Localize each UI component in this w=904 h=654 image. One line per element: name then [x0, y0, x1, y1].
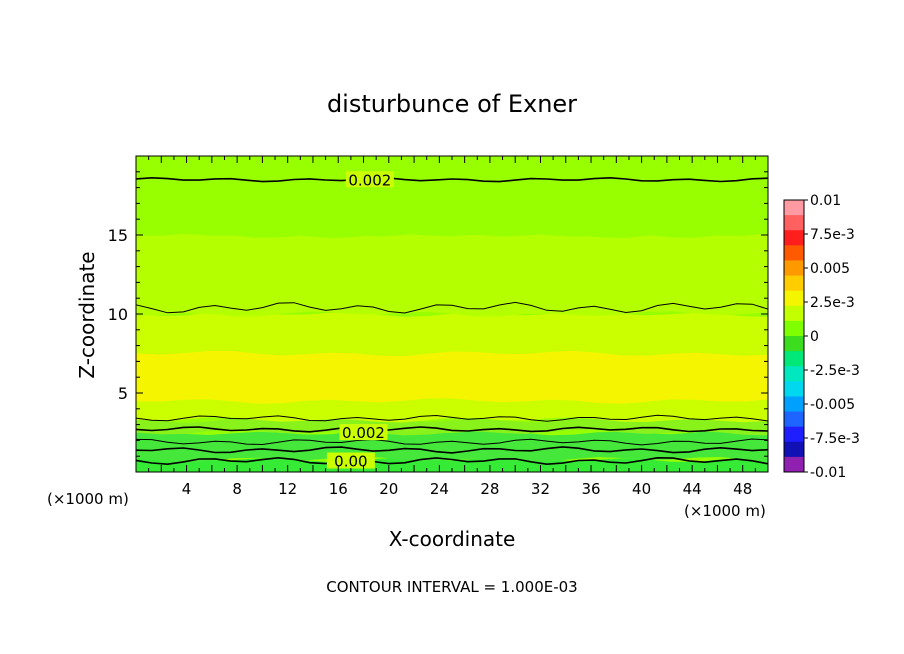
colorbar-cell: [784, 426, 804, 443]
colorbar-label: 0: [810, 329, 819, 345]
colorbar-cell: [784, 366, 804, 382]
colorbar-cell: [784, 290, 804, 307]
field-band: [136, 232, 768, 317]
colorbar-cell: [784, 456, 804, 473]
chart-title: disturbunce of Exner: [327, 90, 577, 118]
contour-line: [135, 446, 769, 454]
colorbar-cell: [784, 230, 804, 246]
contour-line: [135, 426, 769, 433]
x-tick-label: 44: [683, 480, 702, 498]
colorbar-cell: [784, 381, 804, 397]
colorbar-cell: [784, 200, 804, 216]
colorbar-cell: [784, 260, 804, 277]
colorbar-label: 2.5e-3: [810, 295, 855, 311]
y-tick-label: 5: [118, 384, 128, 403]
x-tick-label: 36: [581, 480, 600, 498]
x-tick-label: 16: [329, 480, 348, 498]
x-unit-right: (×1000 m): [684, 502, 766, 520]
contour-label-bg: [339, 424, 388, 441]
colorbar-cell: [784, 351, 804, 367]
colorbar-label: 0.01: [810, 193, 841, 209]
contour-line: [135, 301, 769, 314]
colorbar-label: -0.01: [810, 465, 846, 481]
plot-area: 0.002 0.002 0.00: [135, 155, 769, 473]
contour-interval-note: CONTOUR INTERVAL = 1.000E-03: [326, 578, 577, 596]
colorbar-label: -2.5e-3: [810, 363, 860, 379]
x-tick-label: 24: [430, 480, 449, 498]
colorbar-labels: 0.01 7.5e-3 0.005 2.5e-3 0 -2.5e-3 -0.005 -7.5e…: [804, 193, 860, 481]
colorbar-cell: [784, 441, 804, 458]
contour-lines: [135, 176, 769, 466]
colorbar-label: -7.5e-3: [810, 431, 860, 447]
colorbar: 0.01 7.5e-3 0.005 2.5e-3 0 -2.5e-3 -0.005 -7.5e…: [783, 193, 860, 481]
contour-label: 0.002: [342, 424, 385, 442]
x-tick-label: 28: [480, 480, 499, 498]
x-tick-labels: 4 8 12 16 20 24 28 32 36 40 44 48: [182, 480, 752, 498]
y-axis-label: Z-coordinate: [75, 251, 99, 378]
field-fill: [136, 156, 768, 472]
y-tick-label: 10: [108, 305, 128, 324]
colorbar-label: 0.005: [810, 261, 850, 277]
x-tick-label: 12: [278, 480, 297, 498]
y-tick-label: 15: [108, 226, 128, 245]
field-band: [136, 429, 768, 463]
contour-line: [135, 414, 769, 422]
contour-line: [135, 456, 769, 466]
contour-line: [135, 438, 769, 446]
x-tick-label: 20: [379, 480, 398, 498]
x-tick-label: 48: [733, 480, 752, 498]
contour-labels: 0.002 0.002 0.00: [326, 171, 394, 471]
colorbar-cell: [784, 336, 804, 352]
colorbar-cell: [784, 245, 804, 261]
colorbar-cell: [784, 396, 804, 413]
x-tick-label: 8: [232, 480, 242, 498]
x-tick-label: 40: [632, 480, 651, 498]
x-unit-left: (×1000 m): [47, 490, 129, 508]
contour-label-bg: [326, 452, 375, 469]
x-axis-label: X-coordinate: [389, 527, 516, 551]
colorbar-cell: [784, 215, 804, 231]
colorbar-label: 7.5e-3: [810, 227, 855, 243]
contour-label: 0.002: [348, 171, 391, 189]
colorbar-label: -0.005: [810, 397, 855, 413]
axis-ticks: [136, 156, 768, 472]
y-tick-labels: 5 10 15: [108, 226, 128, 403]
colorbar-cell: [784, 275, 804, 292]
colorbar-cells: [784, 200, 804, 473]
colorbar-cell: [784, 411, 804, 428]
contour-label: 0.00: [334, 453, 367, 471]
x-tick-label: 32: [531, 480, 550, 498]
x-tick-label: 4: [182, 480, 192, 498]
contour-line: [135, 176, 769, 183]
colorbar-cell: [784, 320, 804, 337]
field-band: [136, 156, 768, 238]
colorbar-cell: [784, 305, 804, 322]
contour-label-bg: [345, 171, 394, 188]
field-band: [136, 350, 768, 404]
field-band: [136, 456, 768, 472]
